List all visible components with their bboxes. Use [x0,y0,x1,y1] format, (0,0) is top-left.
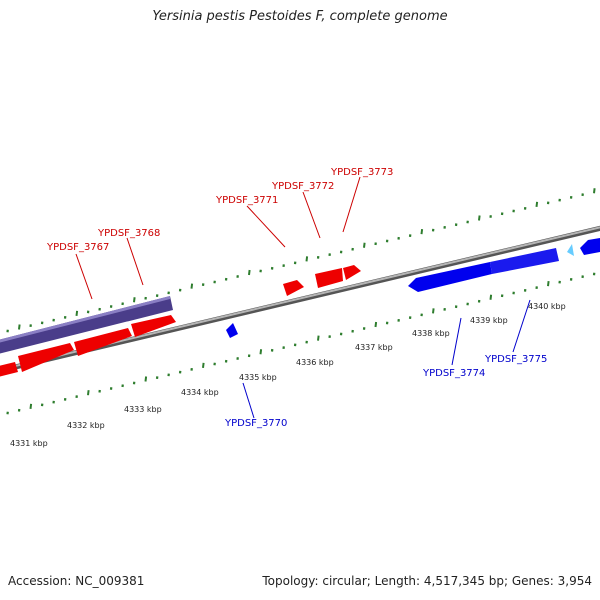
major-tick [133,297,136,303]
major-tick [363,242,366,248]
gene-label[interactable]: YPDSF_3770 [224,418,287,429]
gene-arrow-reverse[interactable] [490,248,559,274]
major-tick [190,283,194,289]
label-leader [512,299,531,353]
gene-arrow-forward[interactable] [315,268,343,288]
gene-arrow-forward[interactable] [18,343,74,372]
gene-arrow-forward[interactable] [283,280,304,296]
gene-label[interactable]: YPDSF_3767 [46,242,109,253]
gene-arrow-forward[interactable] [343,265,361,280]
gene-label[interactable]: YPDSF_3773 [330,167,393,178]
scale-tick-label: 4339 kbp [470,316,508,325]
reverse-tick-track [6,272,596,415]
reverse-genes [226,238,600,338]
major-tick [489,294,493,300]
gene-label[interactable]: YPDSF_3768 [97,228,160,239]
label-leader [246,205,286,248]
major-tick [420,228,424,235]
major-tick [535,201,539,207]
major-tick [144,376,148,382]
major-tick [259,349,263,355]
gene-arrow-forward[interactable] [131,315,176,337]
scale-tick-label: 4338 kbp [412,329,450,338]
gene-label[interactable]: YPDSF_3774 [422,368,485,379]
label-leader [451,317,462,366]
label-leader [75,253,93,300]
scale-tick-label: 4334 kbp [181,388,219,397]
scale-tick-label: 4332 kbp [67,421,105,430]
label-leader [302,191,321,239]
operon-band [0,296,173,354]
label-leader [126,237,144,286]
major-tick [29,403,33,409]
scale-tick-label: 4333 kbp [124,405,162,414]
major-tick [547,281,550,287]
gene-arrow-reverse[interactable] [408,262,492,292]
gene-labels: YPDSF_3767 YPDSF_3768 YPDSF_3770 YPDSF_3… [46,167,547,429]
scale-tick-label: 4335 kbp [239,373,277,382]
scale-tick-label: 4336 kbp [296,358,334,367]
gene-arrow-reverse[interactable] [226,323,238,338]
major-tick [202,362,205,369]
gene-label[interactable]: YPDSF_3775 [484,354,547,365]
scale-tick-label: 4331 kbp [10,439,48,448]
accession-text: Accession: NC_009381 [8,574,145,588]
gene-label[interactable]: YPDSF_3772 [271,181,334,192]
forward-tick-track [6,188,596,333]
major-tick [593,188,596,194]
gene-arrow-reverse[interactable] [580,238,600,255]
label-leader [342,176,361,233]
major-tick [478,215,481,221]
major-tick [87,390,90,396]
forward-genes [0,265,361,379]
genome-summary-text: Topology: circular; Length: 4,517,345 bp… [262,574,592,588]
small-marker[interactable] [567,244,574,256]
major-tick [75,310,79,317]
scale-tick-label: 4340 kbp [528,302,566,311]
major-tick [18,324,21,330]
gene-label[interactable]: YPDSF_3771 [215,195,278,206]
major-tick [305,256,309,262]
major-tick [317,335,320,341]
major-tick [374,321,378,328]
gene-arrow-forward[interactable] [0,362,18,379]
scale-labels: 4331 kbp 4332 kbp 4333 kbp 4334 kbp 4335… [10,302,566,448]
major-tick [432,308,435,314]
scale-tick-label: 4337 kbp [355,343,393,352]
map-title: Yersinia pestis Pestoides F, complete ge… [152,9,448,24]
major-tick [248,269,251,276]
gene-arrow-forward[interactable] [74,328,132,356]
label-leader [242,382,255,419]
